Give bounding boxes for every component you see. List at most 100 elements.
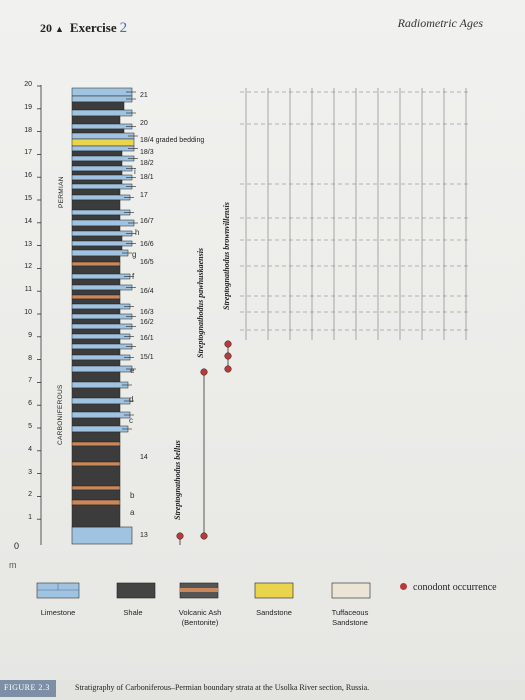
limestone-bed: [71, 240, 133, 247]
shale-bed: [71, 199, 121, 211]
shale-bed: [71, 387, 121, 399]
limestone-bed: [71, 174, 133, 181]
shale-bed: [71, 308, 121, 315]
limestone-bed: [71, 194, 131, 201]
legend-conodont-label: conodont occurrence: [413, 582, 497, 593]
legend-tuffaceous: Tuffaceous Sandstone: [331, 608, 369, 627]
sample-label: 13: [140, 532, 148, 539]
limestone-bed: [71, 145, 135, 152]
shale-bed: [71, 431, 121, 443]
scale-label: 19: [24, 103, 32, 111]
limestone-bed: [71, 109, 133, 117]
radiometric-ages-title: Radiometric Ages: [397, 16, 483, 30]
shale-bed: [71, 298, 121, 305]
shale-bed: [71, 289, 121, 296]
shale-bed: [71, 255, 121, 263]
scale-label: 6: [28, 400, 32, 408]
limestone-bed: [71, 397, 131, 405]
horizon-letter: e: [130, 366, 135, 375]
radiometric-age-grid: [240, 88, 470, 340]
limestone-bed: [71, 365, 133, 373]
scale-label: 17: [24, 149, 32, 157]
sample-label: 17: [140, 192, 148, 199]
pawhuskaensis-dot-2: [224, 352, 232, 360]
shale-bed: [71, 403, 121, 413]
exercise-number: 2: [119, 20, 128, 36]
sample-label: 14: [140, 454, 148, 461]
base-limestone: [71, 526, 133, 545]
sample-label: 15/1: [140, 354, 154, 361]
limestone-bed: [71, 123, 133, 130]
scale-label: 15: [24, 195, 32, 202]
sample-label: 21: [140, 92, 148, 99]
sample-label: 16/4: [140, 288, 154, 295]
sample-label: 18/2: [140, 160, 154, 167]
shale-bed: [71, 214, 121, 221]
limestone-bed: [71, 333, 131, 340]
shale-bed: [71, 278, 121, 286]
shale-bed: [71, 465, 121, 487]
shale-bed: [71, 318, 121, 325]
shale-swatch: [116, 582, 156, 599]
shale-bed: [71, 170, 123, 176]
shale-bed: [71, 338, 121, 345]
limestone-bed: [71, 343, 133, 350]
sample-label: 16/6: [140, 241, 154, 248]
limestone-bed: [71, 273, 131, 280]
shale-bed: [71, 128, 125, 134]
carboniferous-label: CARBONIFEROUS: [57, 384, 64, 445]
limestone-bed: [71, 249, 129, 257]
shale-bed: [71, 489, 121, 501]
conodont-dot-icon: [400, 583, 407, 590]
horizon-letter: a: [130, 508, 135, 517]
limestone-bed: [71, 183, 133, 190]
shale-bed: [71, 150, 123, 157]
limestone-bed: [71, 411, 131, 419]
scale-unit: m: [9, 560, 17, 570]
limestone-bed: [71, 230, 133, 237]
sample-label: 16/2: [140, 319, 154, 326]
scale-label: 14: [24, 217, 32, 225]
scale-label: 8: [28, 354, 32, 362]
shale-bed: [71, 160, 123, 167]
sample-label: 16/1: [140, 335, 154, 342]
sample-label: 16/5: [140, 259, 154, 266]
scale-label: 9: [28, 331, 32, 339]
scale-label: 2: [28, 491, 32, 499]
limestone-bed: [71, 303, 131, 310]
page-header: 20 ▲ Exercise 2: [40, 20, 127, 37]
scale-label: 12: [24, 263, 32, 271]
taxon-bellus: Streptognathodus bellus: [173, 440, 182, 520]
scale-label: 11: [24, 286, 32, 294]
legend-conodont: conodont occurrence: [400, 582, 497, 593]
tuffaceous-swatch: [331, 582, 371, 599]
bellus-base-dot: [200, 532, 208, 540]
horizon-letter: h: [135, 228, 140, 237]
scale-label: 7: [28, 377, 32, 385]
ash-band: [71, 499, 121, 506]
sample-label: 16/7: [140, 218, 154, 225]
limestone-bed: [71, 132, 135, 140]
ash-band: [71, 485, 121, 491]
scale-label: 20: [24, 81, 32, 88]
scale-label: 16: [24, 172, 32, 180]
legend-swatches: [36, 582, 371, 599]
shale-bed: [71, 328, 121, 335]
ash-band: [71, 441, 121, 447]
shale-bed: [71, 348, 121, 356]
horizon-letter: f: [132, 272, 135, 281]
figure-caption: Stratigraphy of Carboniferous–Permian bo…: [75, 683, 370, 692]
scale-label: 3: [28, 468, 32, 476]
limestone-bed: [71, 95, 133, 103]
shale-bed: [71, 235, 123, 242]
sample-label: 16/3: [140, 309, 154, 316]
legend-sandstone: Sandstone: [256, 608, 292, 617]
exercise-label: Exercise: [69, 20, 117, 35]
sample-label: 18/3: [140, 149, 154, 156]
bellus-top-dot: [200, 368, 208, 376]
figure-tag: FIGURE 2.3: [0, 680, 56, 697]
scale-label: 5: [28, 423, 32, 430]
limestone-bed: [71, 284, 133, 291]
